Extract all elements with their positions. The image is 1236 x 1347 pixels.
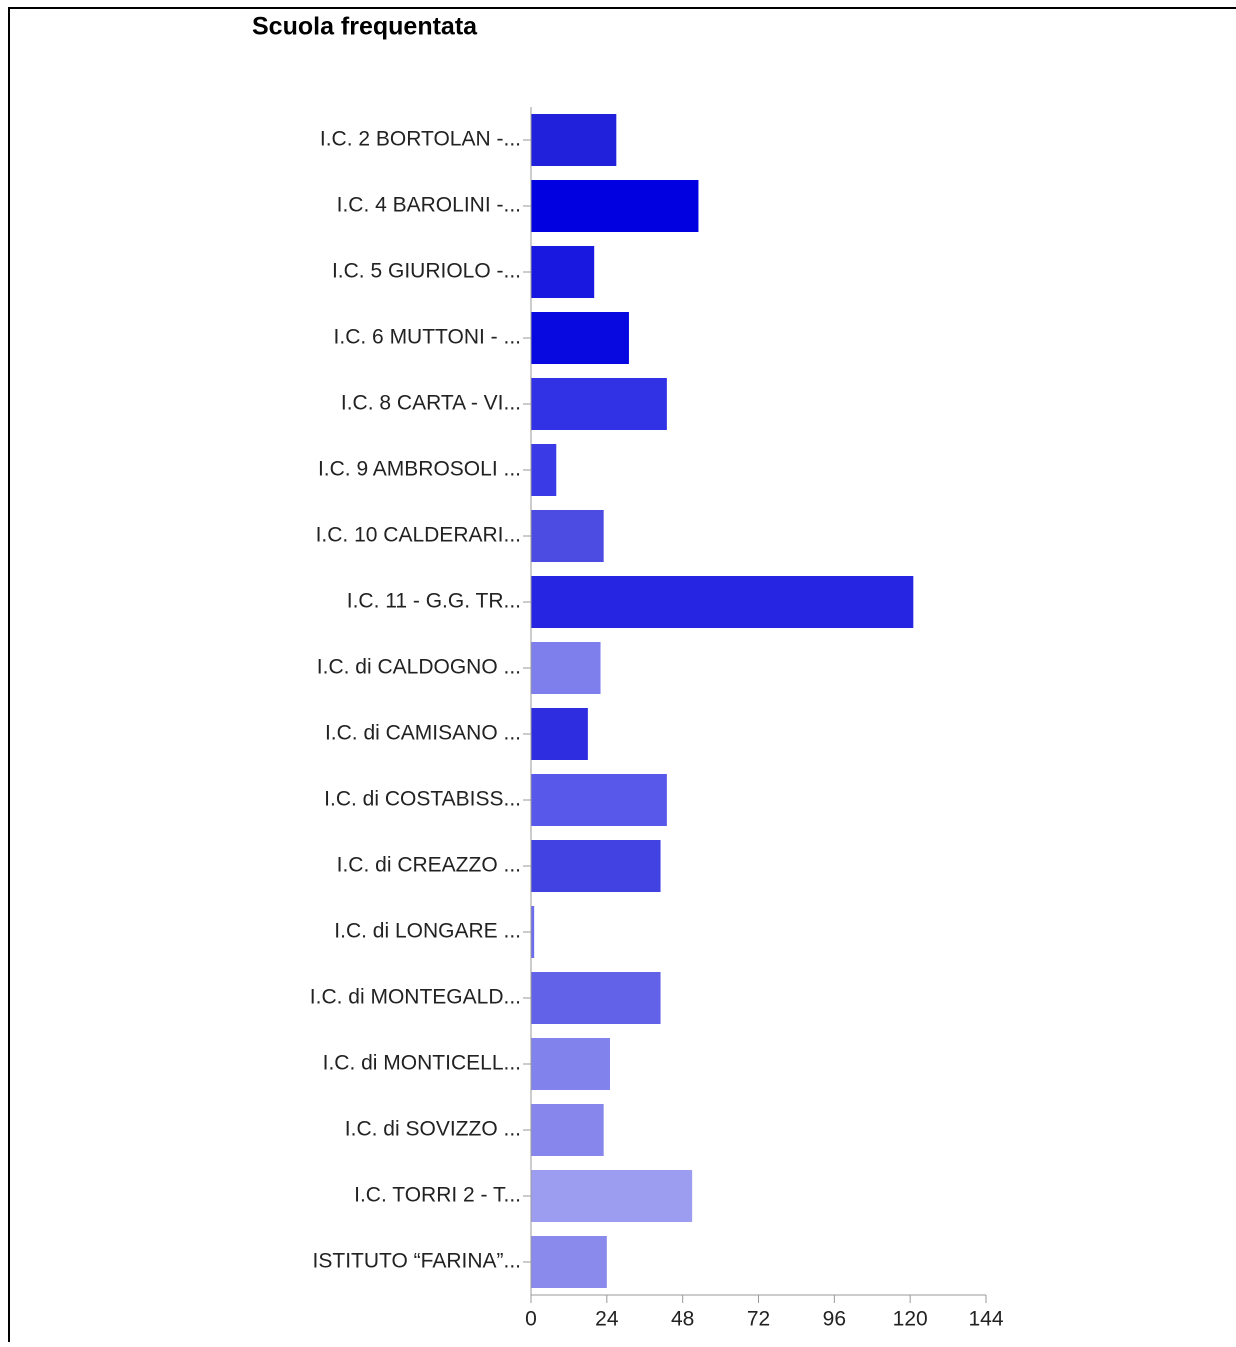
y-tick-label: I.C. TORRI 2 - T...	[354, 1184, 521, 1207]
bar	[531, 576, 914, 628]
x-tick-label: 96	[823, 1308, 846, 1331]
y-tick-label: I.C. di COSTABISS...	[324, 788, 521, 811]
bar	[531, 1236, 607, 1288]
bar	[531, 510, 604, 562]
bar	[531, 840, 661, 892]
bar	[531, 774, 667, 826]
x-tick-label: 48	[671, 1308, 694, 1331]
y-tick-label: I.C. 4 BAROLINI -...	[337, 194, 521, 217]
y-tick-label: I.C. 2 BORTOLAN -...	[320, 128, 521, 151]
y-tick-label: ISTITUTO “FARINA”...	[313, 1250, 521, 1273]
bar	[531, 378, 667, 430]
y-tick-label: I.C. di CREAZZO ...	[337, 854, 521, 877]
y-tick-label: I.C. 8 CARTA - VI...	[341, 392, 521, 415]
x-tick-label: 0	[525, 1308, 537, 1331]
y-tick-label: I.C. 6 MUTTONI - ...	[334, 326, 521, 349]
y-tick-label: I.C. 11 - G.G. TR...	[347, 590, 521, 613]
bar	[531, 1104, 604, 1156]
y-tick-label: I.C. 10 CALDERARI...	[316, 524, 521, 547]
y-tick-label: I.C. di CALDOGNO ...	[317, 656, 521, 679]
y-tick-label: I.C. 9 AMBROSOLI ...	[318, 458, 521, 481]
x-tick-label: 120	[893, 1308, 928, 1331]
bar	[531, 972, 661, 1024]
y-tick-label: I.C. di MONTICELL...	[323, 1052, 521, 1075]
y-tick-label: I.C. di CAMISANO ...	[325, 722, 521, 745]
bar	[531, 906, 535, 958]
y-tick-label: I.C. di SOVIZZO ...	[345, 1118, 521, 1141]
y-tick-label: I.C. di LONGARE ...	[334, 920, 521, 943]
x-tick-label: 144	[968, 1308, 1003, 1331]
bar	[531, 1038, 610, 1090]
bar	[531, 1170, 693, 1222]
y-tick-label: I.C. 5 GIURIOLO -...	[332, 260, 521, 283]
bar	[531, 246, 595, 298]
chart-title: Scuola frequentata	[252, 13, 478, 41]
x-tick-label: 24	[595, 1308, 619, 1331]
bar	[531, 312, 629, 364]
bar	[531, 708, 588, 760]
bar	[531, 444, 557, 496]
x-tick-label: 72	[747, 1308, 770, 1331]
bar	[531, 642, 601, 694]
y-tick-label: I.C. di MONTEGALD...	[310, 986, 521, 1009]
bar	[531, 180, 699, 232]
bar	[531, 114, 617, 166]
